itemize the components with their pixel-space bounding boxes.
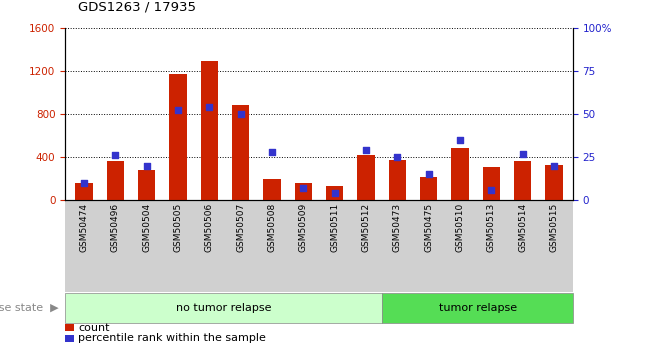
Bar	[546, 165, 562, 200]
Point	[329, 190, 340, 196]
Point	[455, 137, 465, 142]
Point	[79, 180, 89, 186]
Text: percentile rank within the sample: percentile rank within the sample	[78, 333, 266, 343]
Point	[424, 171, 434, 177]
Bar	[357, 155, 374, 200]
Bar	[295, 183, 312, 200]
Point	[110, 152, 120, 158]
Bar	[420, 177, 437, 200]
Bar	[169, 74, 187, 200]
Bar	[389, 160, 406, 200]
Point	[549, 163, 559, 168]
Point	[173, 108, 183, 113]
Bar	[514, 161, 531, 200]
Bar	[483, 167, 500, 200]
Bar	[264, 179, 281, 200]
Bar	[76, 184, 92, 200]
Point	[486, 187, 497, 193]
Text: count: count	[78, 323, 109, 333]
Point	[518, 151, 528, 156]
Point	[361, 147, 371, 153]
Point	[298, 185, 309, 191]
Text: GDS1263 / 17935: GDS1263 / 17935	[78, 1, 196, 14]
Text: no tumor relapse: no tumor relapse	[176, 303, 271, 313]
Bar	[201, 61, 218, 200]
Text: tumor relapse: tumor relapse	[439, 303, 517, 313]
Bar	[107, 161, 124, 200]
Bar	[232, 105, 249, 200]
Point	[392, 154, 402, 160]
Text: disease state  ▶: disease state ▶	[0, 303, 59, 313]
Bar	[451, 148, 469, 200]
Bar	[326, 186, 343, 200]
Point	[141, 163, 152, 168]
Bar	[138, 170, 155, 200]
Point	[267, 149, 277, 155]
Point	[204, 104, 214, 110]
Point	[236, 111, 246, 117]
